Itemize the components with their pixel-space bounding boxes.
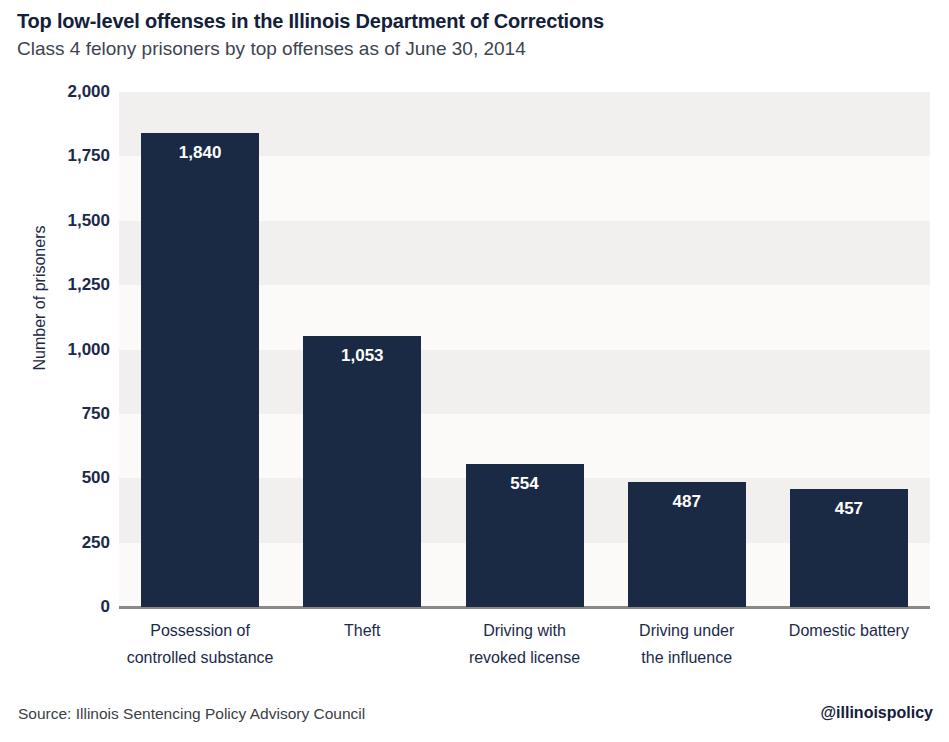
bar-5: 457	[790, 489, 908, 607]
y-tick-label: 1,250	[0, 275, 110, 295]
bar-value-label: 487	[628, 492, 746, 512]
bar-4: 487	[628, 482, 746, 607]
bar-1: 1,840	[141, 133, 259, 607]
source-credit: Source: Illinois Sentencing Policy Advis…	[18, 705, 365, 723]
bar-3: 554	[466, 464, 584, 607]
bar-value-label: 554	[466, 474, 584, 494]
chart-subtitle: Class 4 felony prisoners by top offenses…	[17, 38, 526, 60]
bar-value-label: 1,053	[303, 346, 421, 366]
y-tick-label: 250	[0, 533, 110, 553]
y-tick-label: 1,000	[0, 340, 110, 360]
y-tick-label: 1,500	[0, 211, 110, 231]
infographic-canvas: Top low-level offenses in the Illinois D…	[0, 0, 949, 742]
y-tick-label: 750	[0, 404, 110, 424]
y-tick-label: 500	[0, 468, 110, 488]
twitter-handle: @illinoispolicy	[820, 704, 933, 722]
x-category-label: Domestic battery	[748, 617, 949, 644]
bar-2: 1,053	[303, 336, 421, 607]
y-tick-label: 2,000	[0, 82, 110, 102]
y-tick-label: 0	[0, 597, 110, 617]
chart-title: Top low-level offenses in the Illinois D…	[17, 10, 604, 33]
y-tick-label: 1,750	[0, 146, 110, 166]
bar-value-label: 457	[790, 499, 908, 519]
bar-value-label: 1,840	[141, 143, 259, 163]
